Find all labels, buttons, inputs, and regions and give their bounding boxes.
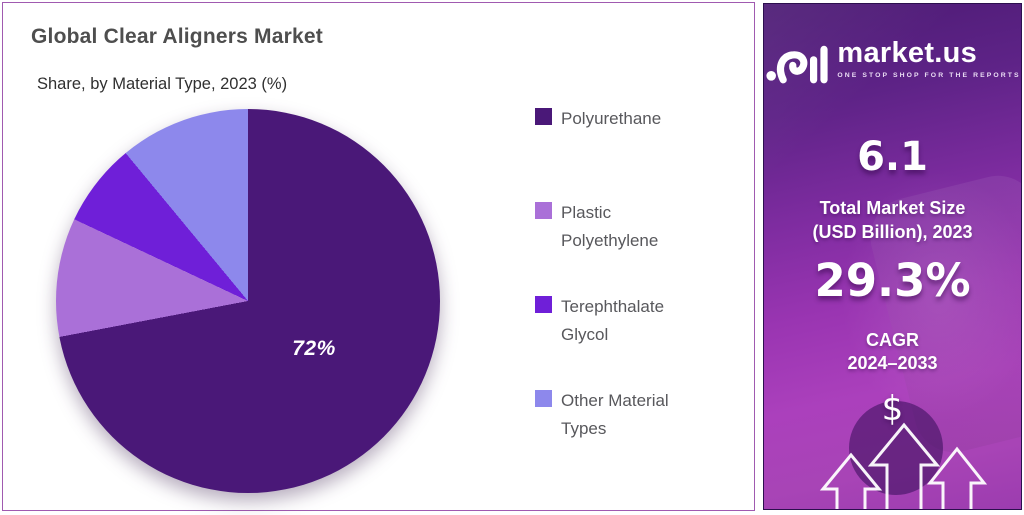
brand-tagline: ONE STOP SHOP FOR THE REPORTS bbox=[837, 72, 1021, 79]
pie-chart-wrap: 72% bbox=[56, 109, 440, 493]
marketus-logo-icon bbox=[766, 45, 828, 84]
chart-subtitle: Share, by Material Type, 2023 (%) bbox=[37, 75, 288, 93]
legend-swatch bbox=[535, 390, 552, 407]
legend-swatch bbox=[535, 108, 552, 125]
pie-chart bbox=[56, 109, 440, 493]
brand-sidebar: market.us ONE STOP SHOP FOR THE REPORTS … bbox=[763, 3, 1022, 510]
dollar-circle bbox=[849, 401, 943, 495]
legend: Polyurethane Plastic Polyethylene Tereph… bbox=[535, 105, 735, 481]
legend-item: Terephthalate Glycol bbox=[535, 293, 735, 387]
market-size-label: Total Market Size (USD Billion), 2023 bbox=[764, 196, 1021, 244]
brand-text: market.us ONE STOP SHOP FOR THE REPORTS bbox=[837, 37, 1021, 80]
market-size-label-line2: (USD Billion), 2023 bbox=[812, 222, 973, 242]
growth-arrows-icon bbox=[819, 422, 988, 509]
legend-label: Other Material Types bbox=[561, 391, 669, 438]
legend-swatch bbox=[535, 296, 552, 313]
cagr-value: 29.3% bbox=[814, 254, 971, 307]
chart-panel: Global Clear Aligners Market Share, by M… bbox=[2, 2, 755, 511]
legend-label: Polyurethane bbox=[561, 109, 662, 128]
cagr-label-line2: 2024–2033 bbox=[847, 353, 938, 373]
legend-item: Polyurethane bbox=[535, 105, 735, 199]
dollar-icon: $ bbox=[881, 389, 904, 429]
cagr-label-line1: CAGR bbox=[866, 330, 919, 350]
chart-title: Global Clear Aligners Market bbox=[31, 25, 323, 48]
legend-item: Plastic Polyethylene bbox=[535, 199, 735, 293]
legend-item: Other Material Types bbox=[535, 387, 735, 481]
legend-label: Terephthalate Glycol bbox=[561, 297, 665, 344]
legend-swatch bbox=[535, 202, 552, 219]
market-size-label-line1: Total Market Size bbox=[819, 198, 966, 218]
legend-label: Plastic Polyethylene bbox=[561, 203, 659, 250]
market-size-value: 6.1 bbox=[857, 134, 928, 180]
pie-slice-label: 72% bbox=[292, 337, 336, 360]
cagr-label: CAGR 2024–2033 bbox=[764, 329, 1021, 375]
brand-block: market.us ONE STOP SHOP FOR THE REPORTS bbox=[764, 32, 1021, 86]
brand-name: market.us bbox=[837, 37, 978, 69]
